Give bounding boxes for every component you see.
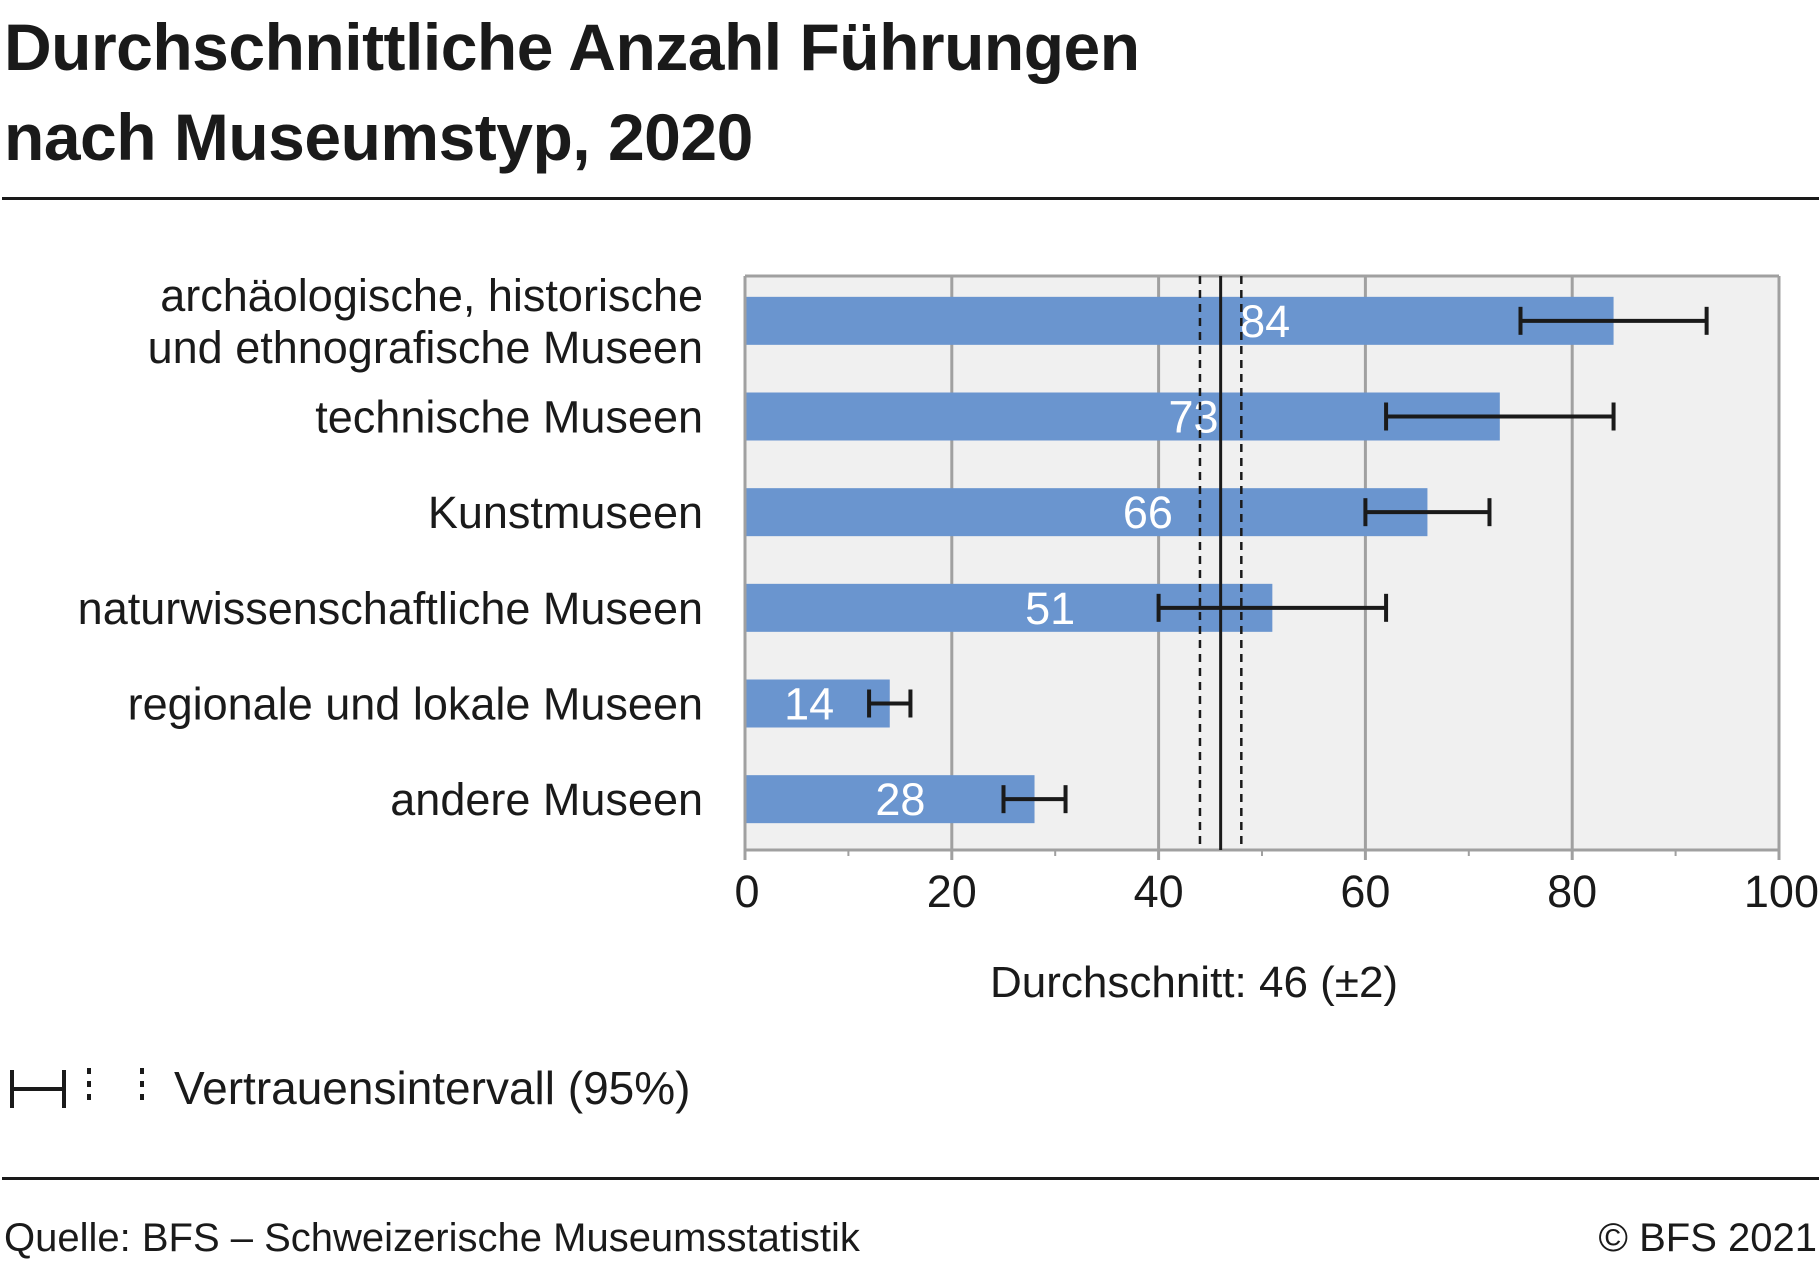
confidence-interval-icon: [10, 1068, 144, 1108]
bar: [745, 488, 1428, 537]
x-tick-label: 40: [1134, 866, 1184, 917]
legend-label: Vertrauensintervall (95%): [174, 1062, 691, 1114]
title-line-1: Durchschnittliche Anzahl Führungen: [4, 10, 1140, 84]
x-tick-label: 100: [1744, 866, 1819, 917]
data-label: 51: [1025, 583, 1075, 634]
chart-title: Durchschnittliche Anzahl Führungen nach …: [4, 2, 1404, 182]
average-label: Durchschnitt: 46 (±2): [990, 958, 1399, 1007]
top-divider: [2, 197, 1819, 200]
data-label: 84: [1240, 296, 1290, 347]
bar: [745, 296, 1614, 345]
x-tick-label: 0: [734, 866, 759, 917]
category-label: archäologische, historische: [160, 270, 703, 321]
copyright: © BFS 2021: [1598, 1216, 1817, 1260]
category-label: regionale und lokale Museen: [128, 679, 703, 730]
title-line-2: nach Museumstyp, 2020: [4, 100, 753, 174]
x-tick-label: 80: [1547, 866, 1597, 917]
data-label: 66: [1123, 487, 1173, 538]
x-tick-label: 20: [927, 866, 977, 917]
bar: [745, 775, 1035, 824]
category-label: andere Museen: [390, 774, 703, 825]
data-label: 73: [1168, 392, 1218, 443]
plot-area: [745, 276, 1779, 850]
bottom-divider: [2, 1177, 1819, 1180]
category-label: naturwissenschaftliche Museen: [78, 583, 703, 634]
category-label: und ethnografische Museen: [148, 322, 703, 373]
data-label: 14: [784, 679, 834, 730]
legend: Vertrauensintervall (95%): [4, 1058, 690, 1118]
data-label: 28: [875, 774, 925, 825]
bar: [745, 679, 890, 728]
x-tick-label: 60: [1340, 866, 1390, 917]
bar: [745, 392, 1500, 441]
source-note: Quelle: BFS – Schweizerische Museumsstat…: [4, 1216, 860, 1260]
category-label: technische Museen: [315, 392, 703, 443]
category-label: Kunstmuseen: [428, 487, 703, 538]
